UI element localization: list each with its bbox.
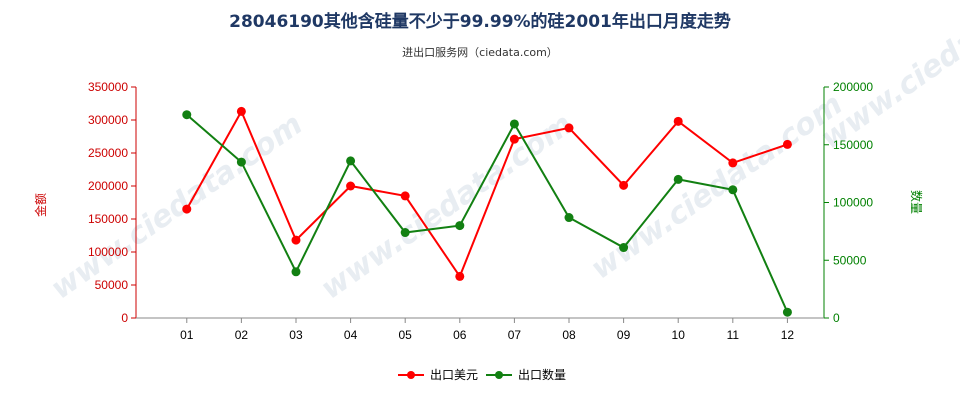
left-tick-label: 350000 xyxy=(88,80,128,94)
left-tick-label: 300000 xyxy=(88,113,128,127)
legend-label-2: 出口数量 xyxy=(518,367,566,382)
left-tick-label: 150000 xyxy=(88,212,128,226)
series-1-point xyxy=(346,181,356,191)
right-tick-label: 50000 xyxy=(833,253,867,267)
x-tick-label: 09 xyxy=(617,328,631,342)
left-tick-label: 50000 xyxy=(95,278,129,292)
series-2-point xyxy=(619,243,629,253)
x-tick-label: 10 xyxy=(672,328,686,342)
series-2-point xyxy=(782,307,792,317)
left-tick-label: 100000 xyxy=(88,245,128,259)
series-1-point xyxy=(236,106,246,116)
x-tick-label: 04 xyxy=(344,328,358,342)
series-2-point xyxy=(564,213,574,223)
series-1-point xyxy=(182,204,192,214)
right-axis-title: 数量 xyxy=(909,190,924,214)
x-tick-label: 02 xyxy=(235,328,249,342)
series-2-point xyxy=(291,267,301,277)
x-tick-label: 05 xyxy=(399,328,413,342)
watermark-text: www.ciedata.com xyxy=(315,107,580,307)
left-tick-label: 0 xyxy=(121,311,128,325)
left-axis-title: 金额 xyxy=(33,193,48,217)
axes-layer: 0 50000 100000 150000 200000 250000 300000 3500… xyxy=(33,80,924,342)
series-2-point xyxy=(673,174,683,184)
right-tick-label: 200000 xyxy=(833,80,873,94)
legend: 出口美元 出口数量 xyxy=(398,367,566,382)
chart-title: 28046190其他含硅量不少于99.99%的硅2001年出口月度走势 xyxy=(229,11,731,32)
series-line-2 xyxy=(186,113,789,313)
series-1-point xyxy=(400,191,410,201)
x-tick-label: 06 xyxy=(453,328,467,342)
series-1-point xyxy=(728,158,738,168)
right-tick-label: 150000 xyxy=(833,138,873,152)
x-tick-label: 11 xyxy=(727,328,740,342)
left-tick-label: 250000 xyxy=(88,146,128,160)
x-tick-label: 03 xyxy=(289,328,303,342)
series-layer xyxy=(182,106,792,317)
series-1-point xyxy=(782,139,792,149)
series-2-point xyxy=(509,119,519,129)
series-1-point xyxy=(619,180,629,190)
left-tick-label: 200000 xyxy=(88,179,128,193)
right-tick-label: 0 xyxy=(833,311,840,325)
x-tick-label: 01 xyxy=(180,328,194,342)
legend-label-1: 出口美元 xyxy=(430,368,478,382)
watermark-text: www.ciedata.com xyxy=(45,107,310,307)
series-2-point xyxy=(182,110,192,120)
series-2-point xyxy=(346,156,356,166)
series-1-point xyxy=(564,123,574,133)
series-line-1 xyxy=(185,109,788,279)
legend-marker-1 xyxy=(407,371,415,379)
series-1-point xyxy=(673,116,683,126)
watermark-text: www.ciedata.com xyxy=(815,0,960,157)
chart-subtitle: 进出口服务网（ciedata.com） xyxy=(402,45,558,59)
series-2-point xyxy=(400,228,410,238)
series-1-point xyxy=(509,134,519,144)
x-tick-label: 08 xyxy=(562,328,576,342)
right-tick-label: 100000 xyxy=(833,196,873,210)
legend-marker-2 xyxy=(495,371,503,379)
series-1-point xyxy=(291,235,301,245)
series-1-point xyxy=(455,271,465,281)
x-tick-label: 12 xyxy=(781,328,795,342)
series-2-point xyxy=(455,221,465,231)
series-2-point xyxy=(236,157,246,167)
x-tick-label: 07 xyxy=(508,328,522,342)
series-2-point xyxy=(728,185,738,195)
